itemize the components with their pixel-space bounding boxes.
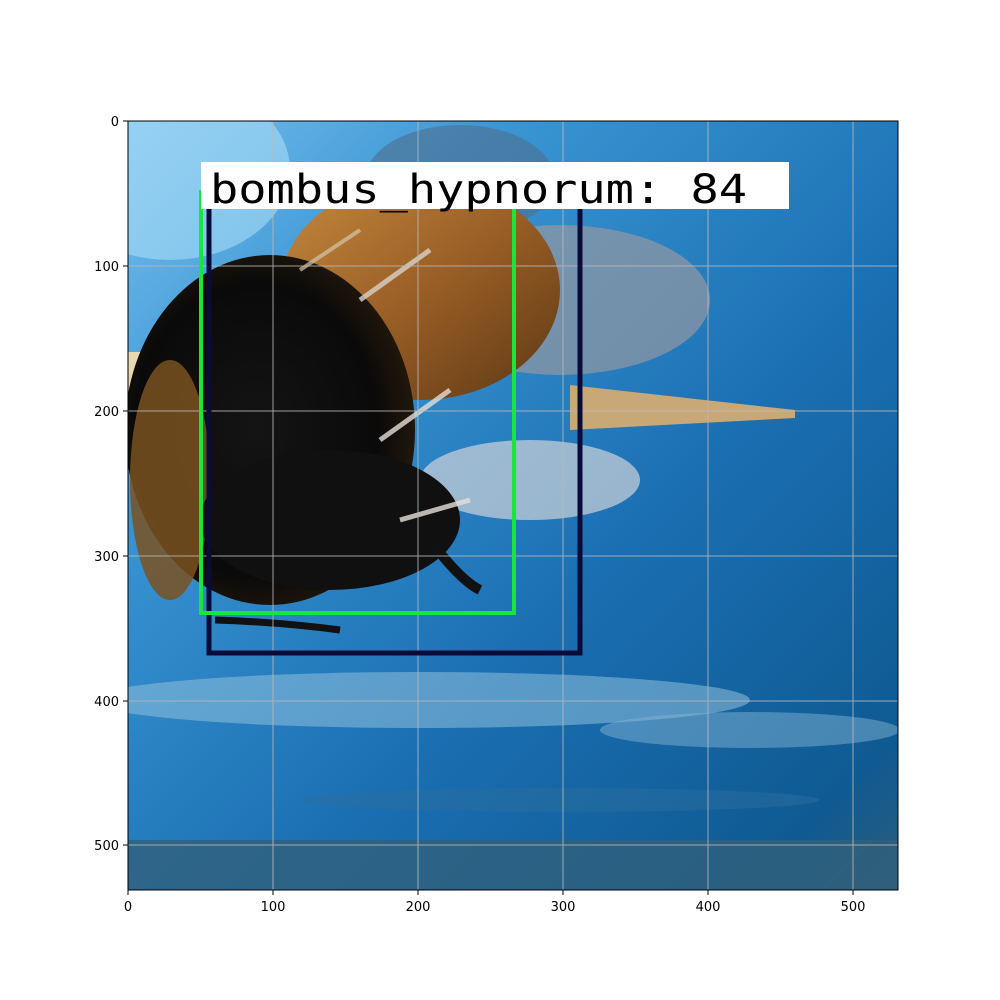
y-tick-label: 500 <box>94 839 119 854</box>
y-tick-label: 200 <box>94 405 119 420</box>
detection-label: bombus_hypnorum: 84 <box>210 167 747 213</box>
x-tick-label: 200 <box>406 900 431 915</box>
y-tick-label: 300 <box>94 550 119 565</box>
y-tick-label: 100 <box>94 260 119 275</box>
axes-frame <box>127 120 899 891</box>
x-tick-label: 500 <box>841 900 866 915</box>
x-tick-label: 400 <box>696 900 721 915</box>
photo: bombus_hypnorum: 84 <box>128 121 898 890</box>
x-tick-label: 300 <box>551 900 576 915</box>
y-tick-label: 0 <box>111 115 119 130</box>
detection-box-green <box>199 190 516 615</box>
x-tick-label: 0 <box>124 900 132 915</box>
detection-box-dark <box>206 205 583 656</box>
x-axis <box>127 890 854 895</box>
detection-label-background <box>201 162 789 209</box>
x-tick-label: 100 <box>261 900 286 915</box>
y-tick-label: 400 <box>94 695 119 710</box>
y-axis <box>123 120 128 846</box>
